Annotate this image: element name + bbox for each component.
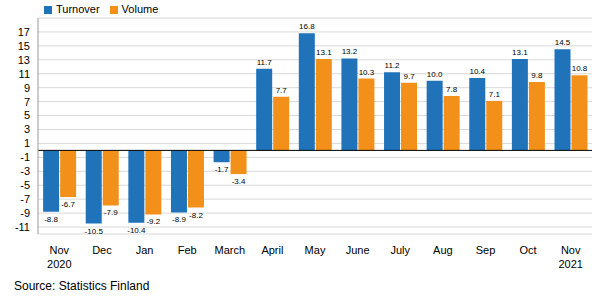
svg-text:13.1: 13.1 (512, 48, 528, 57)
svg-text:Dec: Dec (92, 244, 112, 256)
svg-text:Nov: Nov (50, 244, 70, 256)
svg-text:-6.7: -6.7 (61, 200, 75, 209)
svg-text:-8.2: -8.2 (189, 211, 203, 220)
svg-text:9: 9 (24, 82, 30, 94)
svg-text:14.5: 14.5 (555, 38, 571, 47)
svg-text:9.8: 9.8 (531, 71, 543, 80)
svg-text:-1: -1 (20, 151, 30, 163)
svg-text:16.8: 16.8 (299, 22, 315, 31)
svg-text:-3: -3 (20, 165, 30, 177)
svg-text:Jan: Jan (136, 244, 154, 256)
svg-text:7.1: 7.1 (489, 90, 501, 99)
svg-text:March: March (214, 244, 245, 256)
svg-text:-10.5: -10.5 (85, 227, 104, 236)
svg-text:-10.4: -10.4 (127, 226, 146, 235)
svg-text:17: 17 (18, 26, 30, 38)
svg-text:10.8: 10.8 (572, 64, 588, 73)
svg-text:July: July (390, 244, 410, 256)
svg-text:May: May (305, 244, 326, 256)
svg-text:June: June (346, 244, 370, 256)
svg-text:-11: -11 (15, 221, 30, 233)
svg-text:-8.9: -8.9 (172, 215, 186, 224)
svg-text:9.7: 9.7 (403, 72, 415, 81)
svg-text:1: 1 (24, 137, 30, 149)
svg-text:-7: -7 (20, 193, 30, 205)
svg-text:-5: -5 (20, 179, 30, 191)
svg-text:7.7: 7.7 (276, 86, 288, 95)
svg-text:7.8: 7.8 (446, 85, 458, 94)
svg-text:-8.8: -8.8 (44, 215, 58, 224)
svg-text:10.0: 10.0 (427, 70, 443, 79)
svg-text:-7.9: -7.9 (104, 208, 118, 217)
svg-text:-1.7: -1.7 (215, 165, 229, 174)
svg-text:Aug: Aug (433, 244, 453, 256)
svg-text:2020: 2020 (47, 258, 71, 270)
svg-text:-9.2: -9.2 (146, 217, 160, 226)
html-text:Volume: Volume (121, 3, 159, 15)
svg-text:Feb: Feb (178, 244, 197, 256)
html-text:Turnover: Turnover (56, 3, 100, 15)
svg-text:13: 13 (18, 54, 30, 66)
svg-text:2021: 2021 (558, 258, 582, 270)
svg-text:April: April (261, 244, 283, 256)
svg-text:11.2: 11.2 (385, 61, 401, 70)
svg-text:5: 5 (24, 109, 30, 121)
svg-text:Sep: Sep (476, 244, 496, 256)
svg-text:Oct: Oct (520, 244, 537, 256)
svg-text:11.7: 11.7 (257, 58, 273, 67)
svg-text:7: 7 (24, 96, 30, 108)
svg-text:11: 11 (19, 68, 30, 80)
svg-text:10.3: 10.3 (359, 68, 375, 77)
svg-text:10.4: 10.4 (469, 67, 485, 76)
html-text:Source: Statistics Finland: Source: Statistics Finland (14, 279, 150, 293)
svg-text:-3.4: -3.4 (232, 177, 246, 186)
svg-text:Nov: Nov (561, 244, 581, 256)
svg-text:-9: -9 (20, 207, 30, 219)
svg-text:3: 3 (24, 123, 30, 135)
svg-text:13.2: 13.2 (342, 47, 358, 56)
svg-text:13.1: 13.1 (316, 48, 332, 57)
svg-text:15: 15 (18, 40, 30, 52)
